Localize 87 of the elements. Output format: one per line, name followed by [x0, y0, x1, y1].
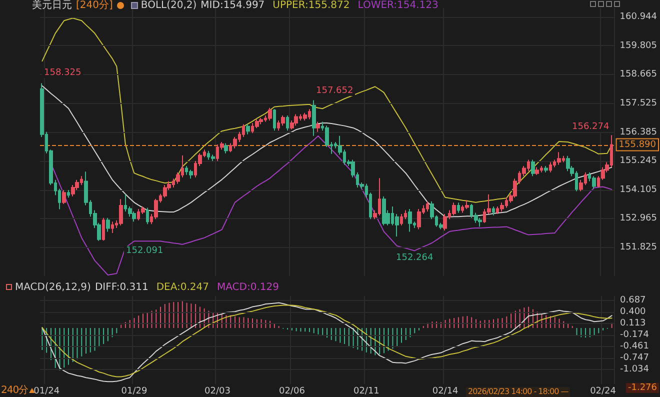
annotation: 157.652 [314, 86, 356, 96]
candlestick [316, 121, 320, 132]
y-tick-label: 151.825 [620, 242, 657, 253]
candlestick [246, 124, 250, 135]
annotation: 156.274 [570, 122, 612, 132]
candlestick [452, 202, 456, 216]
x-tick-label: 02/24 [590, 386, 616, 396]
legend-title: BOLL(20,2) [140, 0, 197, 11]
y-tick-label: 159.805 [620, 40, 657, 51]
x-axis-title: 240分 [1, 385, 28, 396]
candlestick [417, 208, 421, 230]
annotation: 152.264 [394, 253, 436, 263]
y-tick-label: 154.105 [620, 184, 657, 195]
y-tick-label: 160.944 [620, 12, 658, 22]
candlestick [259, 117, 263, 125]
x-tick-label: 02/03 [204, 386, 230, 396]
y-tick-label: 156.385 [620, 127, 657, 138]
candlestick [478, 217, 482, 228]
text: DIFF:0.311 [94, 282, 148, 293]
x-tick-label: 01/29 [121, 386, 148, 396]
y-tick-label: 158.665 [620, 70, 657, 80]
candlestick [233, 136, 237, 149]
y-tick-label: -0.461 [620, 341, 650, 352]
text: MACD:0.129 [217, 282, 279, 293]
candlestick [557, 152, 561, 166]
text: LOWER:154.123 [358, 0, 438, 11]
candlestick [426, 200, 429, 212]
x-tick-label: 02/14 [432, 386, 459, 396]
text: UPPER:155.872 [272, 0, 350, 11]
y-tick-label: -1.034 [620, 364, 650, 374]
candlestick [102, 217, 105, 242]
candlestick [443, 214, 447, 231]
candlestick [535, 166, 539, 176]
candlestick [312, 100, 316, 136]
candlestick [544, 166, 548, 173]
line-series [42, 18, 612, 203]
candlestick [492, 206, 495, 216]
text: 2026/02/23 14:00 - 18:00 — [466, 387, 570, 397]
candlestick [273, 108, 276, 132]
annotation: 158.325 [42, 68, 84, 78]
x-tick-label: 01/24 [34, 386, 60, 396]
ref-line-label: 155.890 [618, 140, 656, 150]
text: -1.276 [626, 383, 660, 393]
line-series [42, 85, 612, 218]
text: DEA:0.247 [156, 282, 210, 293]
candlestick [255, 118, 259, 129]
annotation: 152.091 [124, 246, 166, 256]
candlestick [106, 217, 110, 232]
candlestick [154, 198, 158, 220]
y-tick-label: 155.245 [620, 156, 657, 166]
x-tick-label: 02/06 [278, 386, 306, 396]
candlestick [465, 200, 469, 210]
chart-subtitle: [240分] [76, 0, 113, 11]
candlestick [400, 214, 403, 226]
candlestick [62, 190, 66, 204]
candlestick [531, 159, 535, 177]
candlestick [281, 114, 285, 126]
candlestick [268, 107, 272, 122]
candlestick [224, 142, 228, 154]
x-tick-label: 02/11 [353, 386, 380, 396]
candlestick [119, 198, 123, 226]
candlestick [303, 112, 307, 122]
y-tick-label: 0.687 [620, 296, 646, 306]
candlestick [111, 221, 114, 234]
candlestick [146, 207, 149, 225]
candlestick [549, 162, 552, 173]
chart-title: MACD(26,12,9) [15, 282, 91, 293]
candlestick [211, 154, 215, 162]
candlestick [592, 176, 596, 190]
candlestick [382, 196, 386, 226]
y-tick-label: -0.747 [620, 352, 650, 363]
candlestick [294, 114, 298, 126]
candlestick [286, 114, 289, 132]
candlestick [408, 208, 412, 232]
y-tick-label: 157.525 [620, 98, 657, 108]
text: MID:154.997 [200, 0, 265, 11]
y-tick-label: 0.400 [620, 307, 646, 317]
candlestick [163, 184, 167, 198]
candlestick [189, 169, 193, 180]
candlestick [71, 184, 75, 197]
candlestick [566, 155, 570, 172]
y-tick-label: -0.174 [620, 330, 650, 340]
y-tick-label: 152.965 [620, 214, 657, 224]
candlestick [457, 202, 460, 214]
y-tick-label: 0.113 [620, 318, 646, 328]
line-series [50, 135, 612, 276]
candlestick [67, 190, 70, 198]
